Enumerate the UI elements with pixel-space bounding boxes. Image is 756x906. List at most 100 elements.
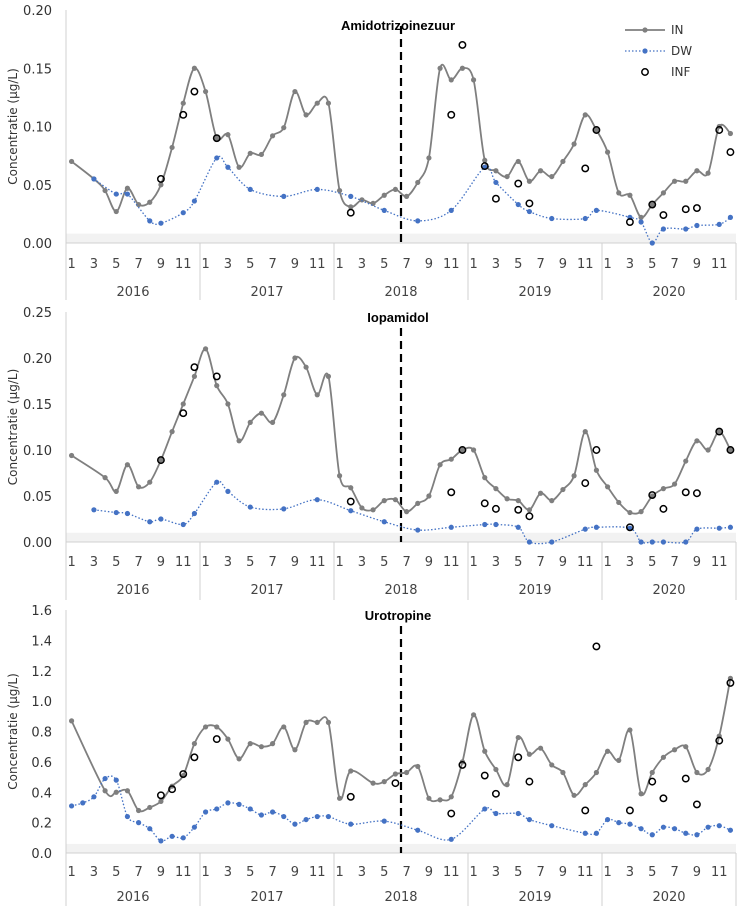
data-point-in [683,458,689,464]
data-point-dw [627,821,633,827]
data-point-in [147,804,153,811]
data-point-in [437,797,443,803]
data-point-inf [458,41,467,49]
data-point-dw [158,838,164,844]
data-point-dw [549,539,555,545]
data-point-in [113,208,119,215]
data-point-in [336,795,343,801]
x-tick-year: 2017 [250,285,283,300]
data-point-in [269,741,276,747]
x-tick-month: 5 [246,257,254,272]
data-point-in [169,144,175,151]
y-tick-label: 0.20 [23,352,52,367]
data-point-in [470,712,477,718]
data-point-dw [348,821,354,827]
data-point-inf [648,491,657,500]
y-tick-label: 0.10 [23,444,52,459]
x-tick-month: 7 [670,257,678,272]
x-tick-month: 5 [380,555,388,570]
x-tick-month: 7 [134,865,142,880]
data-point-inf [179,409,188,418]
x-tick-month: 1 [201,865,209,880]
data-point-dw [515,201,521,208]
x-tick-month: 5 [648,555,656,570]
data-point-dw [113,509,119,516]
data-point-in [158,457,164,463]
data-point-in [180,100,186,106]
y-tick-label: 0.6 [31,756,52,771]
x-tick-month: 3 [626,257,634,272]
x-tick-month: 1 [469,865,477,880]
data-point-dw [415,527,421,533]
x-tick-month: 9 [291,257,299,272]
data-point-inf [212,372,221,381]
x-tick-month: 9 [559,555,567,570]
data-point-in [705,170,711,176]
data-point-dw [169,833,175,839]
data-point-dw [415,827,421,833]
data-point-in [236,438,242,444]
data-point-dw [604,816,611,823]
x-tick-month: 3 [492,555,500,570]
data-point-in [113,789,119,795]
data-point-dw [124,191,131,197]
data-point-in [437,65,443,71]
data-point-in [671,481,678,487]
data-point-in [102,475,108,481]
chart-panel-amidotrizoinezuur: 0.00 0.05 0.10 0.15 0.20 Concentratie (µg/L) 1… [6,4,737,300]
data-point-in [258,744,265,750]
x-tick-month: 7 [536,257,544,272]
data-point-in [370,780,376,786]
data-point-inf [480,162,489,171]
data-point-dw [582,215,588,222]
data-point-in [348,768,354,774]
data-point-in [549,498,555,504]
data-point-dw [448,836,454,842]
data-point-in [124,185,131,191]
y-axis-label: Concentratie (µg/L) [6,369,20,485]
data-point-in [459,65,466,71]
data-point-in [593,127,600,133]
x-tick-month: 3 [358,257,366,272]
data-point-dw [303,816,309,823]
data-point-in [359,197,365,203]
x-tick-month: 1 [603,555,611,570]
data-point-inf [692,489,701,498]
data-point-in [381,498,387,504]
data-point-in [504,782,510,788]
data-point-inf [168,785,177,794]
data-point-in [303,719,309,725]
data-point-dw [348,508,354,514]
data-point-in [225,736,231,742]
data-point-inf [581,164,590,173]
x-tick-year: 2019 [518,285,551,300]
data-point-in [604,149,611,155]
x-tick-month: 7 [134,555,142,570]
data-point-in [549,762,555,768]
data-point-inf [212,735,221,744]
data-point-inf [447,110,456,119]
x-tick-month: 7 [134,257,142,272]
x-tick-month: 9 [693,555,701,570]
x-tick-month: 7 [670,555,678,570]
data-point-inf [156,791,165,800]
data-point-in [269,419,276,425]
data-point-inf [480,771,489,780]
x-tick-month: 7 [402,865,410,880]
data-point-in [671,747,678,753]
data-point-inf [156,174,165,183]
data-point-dw [258,812,265,818]
data-point-in [616,190,622,196]
data-point-in [482,157,488,163]
data-point-inf [726,148,735,157]
data-point-dw [515,524,521,530]
data-point-dw [526,539,533,545]
data-point-in [348,485,354,491]
x-tick-month: 5 [246,865,254,880]
data-point-dw [68,803,75,809]
data-point-dw [124,813,131,820]
data-point-dw [493,810,499,817]
data-point-inf [525,199,534,208]
data-point-in [336,187,343,194]
x-tick-month: 7 [402,555,410,570]
